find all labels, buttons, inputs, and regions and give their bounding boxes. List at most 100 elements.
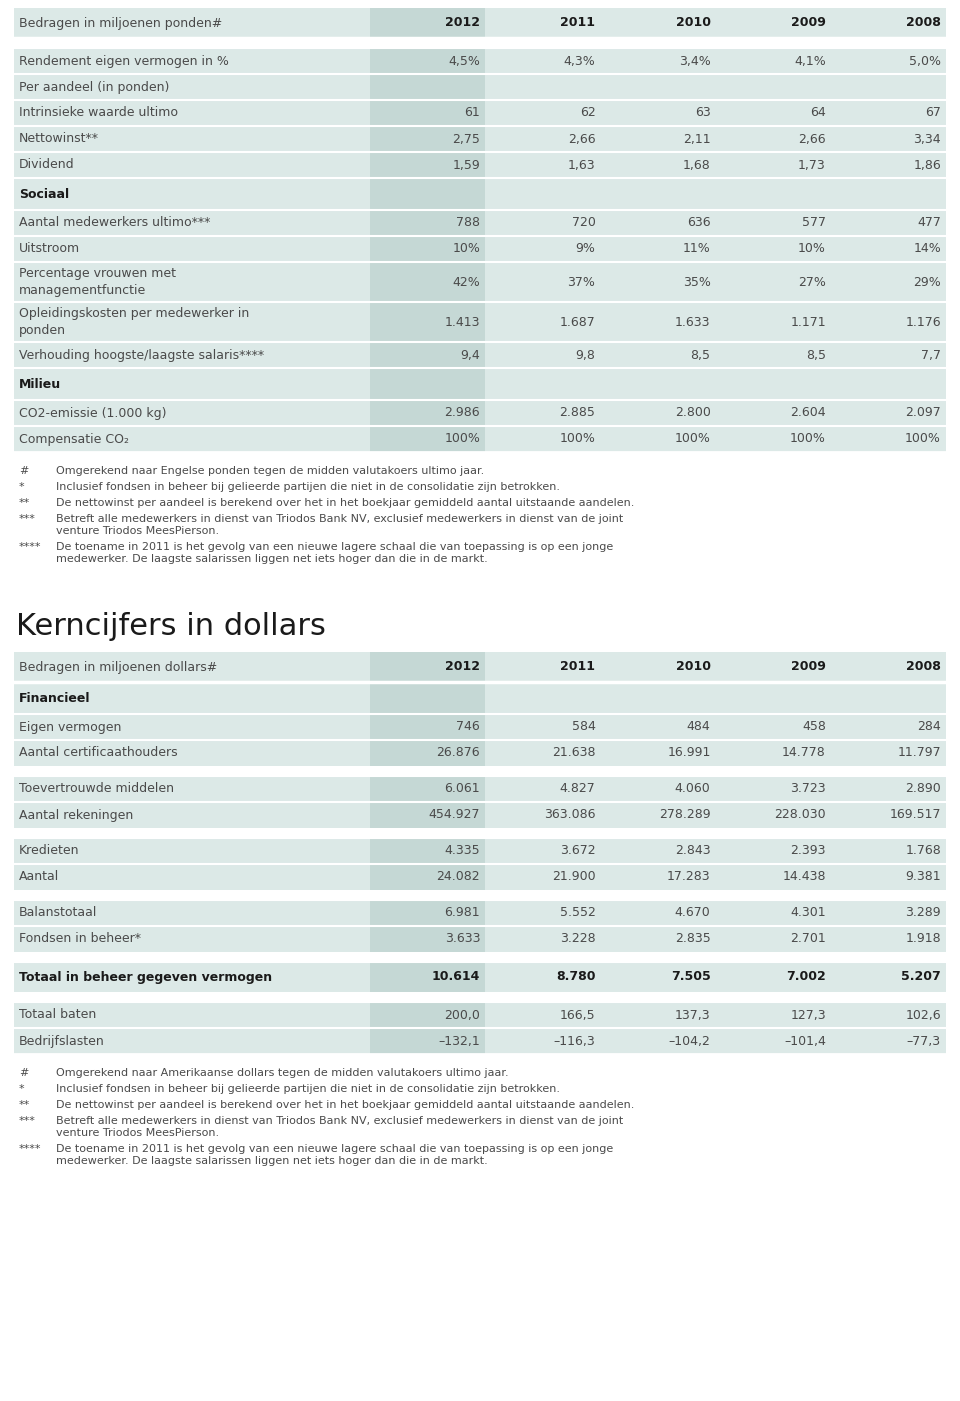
- Text: 4.827: 4.827: [560, 783, 595, 796]
- Bar: [600, 401, 715, 426]
- Text: De toename in 2011 is het gevolg van een nieuwe lagere schaal die van toepassing: De toename in 2011 is het gevolg van een…: [56, 1145, 613, 1154]
- Text: 5,0%: 5,0%: [909, 55, 941, 67]
- Bar: [600, 838, 715, 864]
- Bar: [485, 210, 600, 235]
- Bar: [370, 235, 485, 262]
- Bar: [715, 926, 830, 953]
- Text: 2010: 2010: [676, 660, 710, 674]
- Bar: [485, 715, 600, 740]
- Bar: [370, 651, 485, 682]
- Bar: [600, 126, 715, 151]
- Bar: [830, 899, 946, 926]
- Text: 458: 458: [802, 720, 826, 734]
- Text: 3.289: 3.289: [905, 906, 941, 919]
- Text: 137,3: 137,3: [675, 1009, 710, 1021]
- Text: 2,66: 2,66: [567, 133, 595, 146]
- Text: 788: 788: [456, 217, 480, 230]
- Bar: [715, 1028, 830, 1054]
- Bar: [370, 838, 485, 864]
- Bar: [370, 926, 485, 953]
- Bar: [715, 210, 830, 235]
- Bar: [715, 864, 830, 890]
- Text: Opleidingskosten per medewerker in
ponden: Opleidingskosten per medewerker in ponde…: [19, 307, 250, 336]
- Bar: [14, 801, 370, 828]
- Text: 64: 64: [810, 106, 826, 119]
- Bar: [370, 401, 485, 426]
- Text: 1.413: 1.413: [444, 315, 480, 328]
- Bar: [830, 126, 946, 151]
- Bar: [485, 235, 600, 262]
- Text: 2,66: 2,66: [798, 133, 826, 146]
- Bar: [830, 342, 946, 368]
- Text: 21.900: 21.900: [552, 870, 595, 884]
- Text: Kerncijfers in dollars: Kerncijfers in dollars: [16, 612, 325, 642]
- Text: 1.918: 1.918: [905, 933, 941, 946]
- Text: medewerker. De laagste salarissen liggen net iets hoger dan die in de markt.: medewerker. De laagste salarissen liggen…: [56, 553, 488, 565]
- Text: –77,3: –77,3: [907, 1034, 941, 1048]
- Text: ****: ****: [19, 1145, 41, 1154]
- Text: 9,4: 9,4: [461, 349, 480, 361]
- Bar: [830, 368, 946, 401]
- Bar: [14, 426, 370, 453]
- Text: 10%: 10%: [452, 242, 480, 255]
- Bar: [830, 303, 946, 342]
- Bar: [14, 262, 370, 303]
- Bar: [370, 426, 485, 453]
- Text: 3.723: 3.723: [790, 783, 826, 796]
- Text: 2,75: 2,75: [452, 133, 480, 146]
- Text: 4.670: 4.670: [675, 906, 710, 919]
- Bar: [370, 368, 485, 401]
- Bar: [715, 151, 830, 178]
- Text: Kredieten: Kredieten: [19, 845, 80, 857]
- Bar: [830, 962, 946, 992]
- Text: 3.672: 3.672: [560, 845, 595, 857]
- Text: 454.927: 454.927: [429, 808, 480, 821]
- Bar: [485, 99, 600, 126]
- Bar: [485, 262, 600, 303]
- Bar: [485, 74, 600, 99]
- Bar: [715, 426, 830, 453]
- Text: 3,34: 3,34: [913, 133, 941, 146]
- Text: 7.505: 7.505: [671, 971, 710, 984]
- Bar: [830, 715, 946, 740]
- Text: Totaal in beheer gegeven vermogen: Totaal in beheer gegeven vermogen: [19, 971, 272, 984]
- Bar: [14, 401, 370, 426]
- Text: 67: 67: [925, 106, 941, 119]
- Text: 102,6: 102,6: [905, 1009, 941, 1021]
- Text: 100%: 100%: [675, 433, 710, 446]
- Bar: [600, 899, 715, 926]
- Text: Milieu: Milieu: [19, 377, 61, 391]
- Bar: [485, 801, 600, 828]
- Text: Aantal rekeningen: Aantal rekeningen: [19, 808, 133, 821]
- Text: 2.097: 2.097: [905, 406, 941, 419]
- Text: 1.768: 1.768: [905, 845, 941, 857]
- Bar: [14, 178, 370, 210]
- Text: 1.176: 1.176: [905, 315, 941, 328]
- Bar: [600, 776, 715, 801]
- Bar: [485, 962, 600, 992]
- Text: 4.060: 4.060: [675, 783, 710, 796]
- Text: 4,5%: 4,5%: [448, 55, 480, 67]
- Bar: [14, 899, 370, 926]
- Text: 2.890: 2.890: [905, 783, 941, 796]
- Text: 2009: 2009: [791, 660, 826, 674]
- Bar: [485, 48, 600, 74]
- Bar: [485, 1028, 600, 1054]
- Bar: [830, 1002, 946, 1028]
- Text: 1.171: 1.171: [790, 315, 826, 328]
- Text: 10%: 10%: [798, 242, 826, 255]
- Bar: [370, 715, 485, 740]
- Bar: [14, 342, 370, 368]
- Text: 62: 62: [580, 106, 595, 119]
- Text: 9%: 9%: [576, 242, 595, 255]
- Bar: [485, 303, 600, 342]
- Bar: [830, 426, 946, 453]
- Text: 100%: 100%: [560, 433, 595, 446]
- Bar: [14, 151, 370, 178]
- Text: 14.778: 14.778: [782, 747, 826, 759]
- Text: 2,11: 2,11: [683, 133, 710, 146]
- Text: 11.797: 11.797: [898, 747, 941, 759]
- Bar: [14, 682, 370, 715]
- Bar: [600, 715, 715, 740]
- Text: Percentage vrouwen met
managementfunctie: Percentage vrouwen met managementfunctie: [19, 268, 176, 297]
